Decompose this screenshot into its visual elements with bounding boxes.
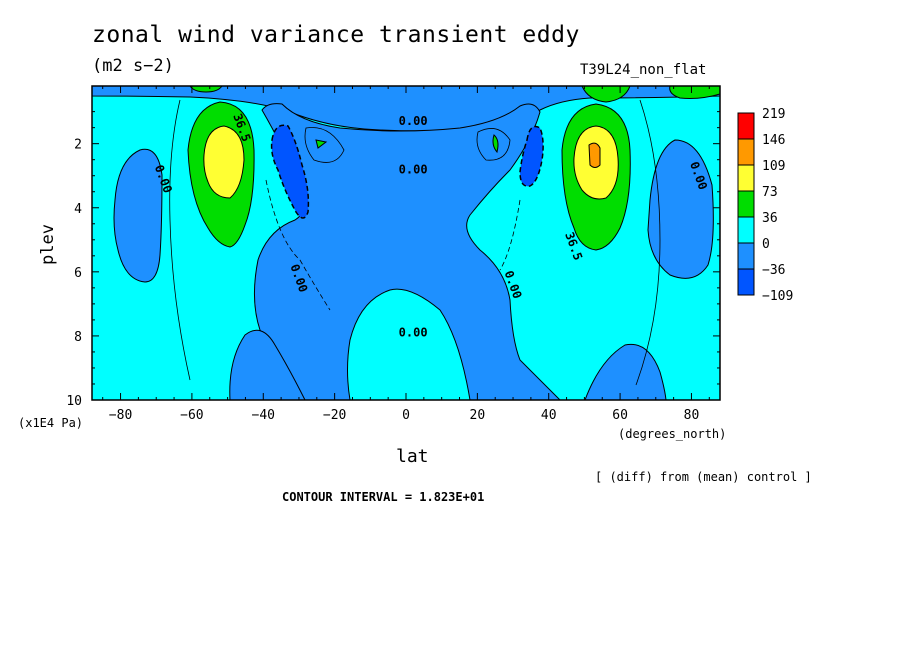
fill-top-left-positive xyxy=(189,86,223,93)
fill-left-lobe-negative xyxy=(113,148,163,283)
fill-deep-negative-right xyxy=(519,125,544,187)
fill-deep-negative-left xyxy=(270,124,310,219)
fill-small-positive-left xyxy=(315,139,328,149)
y-tick-label: 8 xyxy=(74,330,82,345)
colorbar-swatch xyxy=(737,112,755,140)
colorbar-label: 36 xyxy=(762,211,778,226)
fill-left-positive-73 xyxy=(203,125,245,199)
comparison-note: [ (diff) from (mean) control ] xyxy=(595,470,812,484)
x-tick-label: 40 xyxy=(541,408,557,423)
fill-top-mid-positive xyxy=(581,86,631,103)
chart-units: (m2 s−2) xyxy=(92,56,174,76)
contour-label-text: 0.00 xyxy=(399,326,428,340)
colorbar-swatch xyxy=(737,268,755,296)
fill-top-right-positive xyxy=(669,86,720,99)
contour-label-text: 0.00 xyxy=(399,162,428,176)
fill-right-positive-109 xyxy=(588,142,601,168)
x-axis-label: lat xyxy=(396,446,429,467)
colorbar-label: 73 xyxy=(762,185,778,200)
axis-ticks: −80 −60 −40 −20 0 20 40 60 80 2 4 6 8 10 xyxy=(66,86,720,423)
colorbar-swatch xyxy=(737,190,755,218)
x-tick-label: −20 xyxy=(323,408,346,423)
fill-lower-right-negative xyxy=(584,343,667,400)
colorbar-swatch xyxy=(737,216,755,244)
x-tick-label: 80 xyxy=(684,408,700,423)
y-tick-label: 2 xyxy=(74,138,82,153)
colorbar-label: 0 xyxy=(762,237,770,252)
fill-lower-left-negative xyxy=(229,329,306,400)
contour-label: 0.00 xyxy=(399,114,428,128)
colorbar-label: 109 xyxy=(762,159,785,174)
colorbar-label: 219 xyxy=(762,107,785,122)
experiment-name: T39L24_non_flat xyxy=(580,62,707,78)
contour-label: 0.00 xyxy=(399,162,428,176)
x-tick-label: 0 xyxy=(402,408,410,423)
colorbar: 219 146 109 73 36 0 −36 −109 xyxy=(737,107,793,304)
colorbar-swatch xyxy=(737,242,755,270)
fill-right-lobe-negative xyxy=(647,139,714,279)
y-tick-label: 10 xyxy=(66,394,82,409)
x-tick-label: −80 xyxy=(109,408,132,423)
colorbar-swatch xyxy=(737,164,755,192)
x-axis-unit: (degrees_north) xyxy=(618,427,727,441)
y-axis-label: plev xyxy=(38,224,58,265)
colorbar-swatch xyxy=(737,138,755,166)
x-tick-label: 20 xyxy=(470,408,486,423)
colorbar-label: 146 xyxy=(762,133,785,148)
x-tick-label: −40 xyxy=(252,408,275,423)
contour-interval: CONTOUR INTERVAL = 1.823E+01 xyxy=(282,490,485,504)
colorbar-label: −109 xyxy=(762,289,793,304)
x-tick-label: 60 xyxy=(612,408,628,423)
contour-fills xyxy=(92,86,720,400)
y-tick-label: 6 xyxy=(74,266,82,281)
contour-label: 0.00 xyxy=(399,326,428,340)
fill-central-negative xyxy=(253,103,561,400)
fill-small-positive-right xyxy=(492,134,499,154)
y-axis-unit: (x1E4 Pa) xyxy=(18,416,84,430)
contour-label-text: 0.00 xyxy=(399,114,428,128)
chart-title: zonal wind variance transient eddy xyxy=(92,22,580,48)
x-tick-label: −60 xyxy=(180,408,203,423)
zero-contours xyxy=(169,99,661,386)
y-tick-label: 4 xyxy=(74,202,82,217)
colorbar-label: −36 xyxy=(762,263,785,278)
